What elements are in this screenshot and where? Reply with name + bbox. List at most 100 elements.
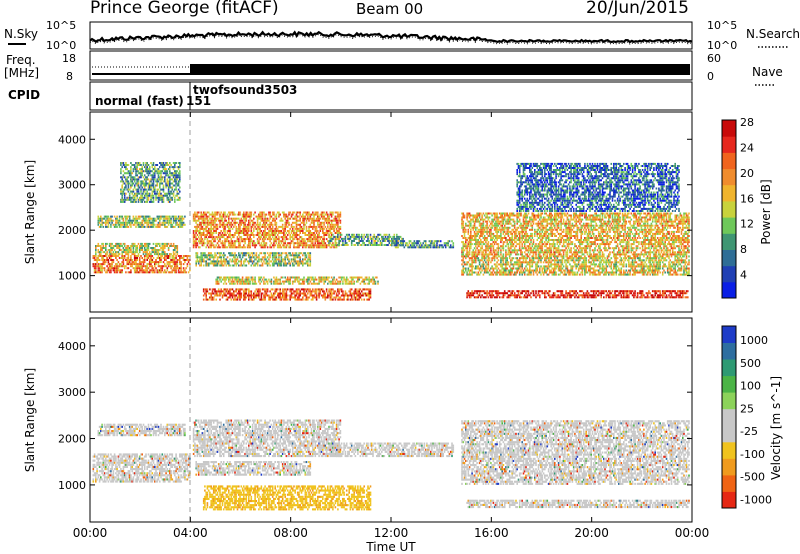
- heatmap-cell: [97, 242, 100, 245]
- heatmap-cell: [236, 232, 239, 234]
- heatmap-cell: [120, 257, 122, 259]
- heatmap-cell: [261, 213, 264, 216]
- heatmap-cell: [388, 233, 391, 236]
- heatmap-cell: [347, 282, 349, 285]
- heatmap-cell: [307, 296, 309, 299]
- heatmap-cell: [269, 264, 271, 267]
- heatmap-cell: [211, 213, 214, 216]
- heatmap-cell: [230, 246, 233, 249]
- heatmap-cell: [271, 262, 274, 265]
- heatmap-cell: [121, 215, 123, 218]
- heatmap-cell: [280, 264, 283, 267]
- heatmap-cell: [179, 164, 181, 166]
- heatmap-cell: [241, 282, 244, 285]
- heatmap-cell: [151, 225, 154, 228]
- heatmap-cell: [160, 172, 162, 175]
- heatmap-cell: [261, 244, 264, 247]
- heatmap-cell: [217, 232, 220, 234]
- heatmap-cell: [161, 182, 164, 185]
- heatmap-cell: [482, 224, 485, 227]
- heatmap-cell: [175, 178, 177, 181]
- heatmap-cell: [299, 232, 301, 234]
- heatmap-cell: [295, 288, 298, 291]
- heatmap-cell: [225, 238, 227, 241]
- heatmap-cell: [160, 170, 162, 173]
- heatmap-cell: [286, 230, 289, 232]
- heatmap-cell: [463, 243, 466, 246]
- heatmap-cell: [175, 215, 177, 218]
- heatmap-cell: [224, 211, 226, 214]
- heatmap-cell: [368, 292, 370, 295]
- heatmap-cell: [308, 278, 310, 281]
- heatmap-cell: [291, 211, 294, 214]
- heatmap-cell: [107, 223, 110, 226]
- heatmap-cell: [248, 219, 250, 222]
- heatmap-cell: [309, 288, 312, 291]
- heatmap-cell: [154, 269, 156, 272]
- heatmap-cell: [377, 244, 379, 246]
- heatmap-cell: [132, 200, 135, 203]
- heatmap-cell: [280, 292, 283, 295]
- heatmap-cell: [325, 246, 328, 249]
- heatmap-cell: [374, 280, 377, 283]
- heatmap-cell: [327, 219, 329, 222]
- cpid-panel-frame: [89, 81, 693, 111]
- heatmap-cell: [270, 294, 273, 297]
- heatmap-cell: [312, 211, 314, 214]
- heatmap-cell: [179, 174, 181, 177]
- heatmap-cell: [290, 232, 293, 234]
- cpid-mode1-code: 151: [186, 94, 211, 108]
- heatmap-cell: [290, 230, 293, 232]
- heatmap-cell: [340, 233, 343, 236]
- heatmap-cell: [101, 263, 103, 266]
- heatmap-cell: [314, 278, 317, 281]
- heatmap-cell: [222, 215, 225, 218]
- heatmap-cell: [397, 242, 399, 245]
- heatmap-cell: [133, 257, 136, 259]
- heatmap-cell: [345, 244, 348, 246]
- heatmap-cell: [269, 215, 271, 218]
- heatmap-cell: [295, 211, 298, 214]
- heatmap-cell: [164, 223, 166, 226]
- heatmap-cell: [141, 223, 143, 226]
- heatmap-cell: [345, 282, 348, 285]
- heatmap-cell: [96, 261, 98, 264]
- heatmap-cell: [263, 288, 265, 291]
- heatmap-cell: [258, 296, 260, 299]
- heatmap-cell: [181, 221, 184, 224]
- cpid-label: CPID: [8, 88, 40, 102]
- heatmap-cell: [302, 240, 304, 243]
- heatmap-cell: [286, 298, 289, 301]
- heatmap-cell: [285, 280, 288, 283]
- heatmap-cell: [448, 246, 451, 249]
- heatmap-cell: [115, 217, 117, 220]
- heatmap-cell: [304, 244, 307, 247]
- heatmap-cell: [236, 258, 239, 261]
- heatmap-cell: [322, 278, 324, 281]
- heatmap-cell: [123, 172, 126, 175]
- heatmap-cell: [235, 276, 238, 279]
- heatmap-cell: [169, 263, 171, 266]
- heatmap-cell: [127, 247, 130, 249]
- heatmap-cell: [289, 254, 291, 257]
- heatmap-cell: [309, 246, 312, 249]
- heatmap-cell: [462, 251, 465, 254]
- heatmap-cell: [349, 235, 352, 238]
- heatmap-cell: [194, 244, 196, 247]
- heatmap-cell: [140, 255, 142, 257]
- heatmap-cell: [343, 298, 345, 301]
- heatmap-cell: [147, 172, 150, 175]
- heatmap-cell: [320, 215, 323, 218]
- heatmap-cell: [156, 245, 159, 247]
- heatmap-cell: [161, 242, 164, 245]
- heatmap-cell: [339, 215, 342, 218]
- heatmap-cell: [335, 215, 338, 218]
- heatmap-cell: [199, 256, 201, 259]
- heatmap-cell: [364, 278, 367, 281]
- heatmap-cell: [268, 254, 270, 257]
- heatmap-cell: [236, 221, 239, 224]
- heatmap-cell: [110, 242, 112, 245]
- heatmap-cell: [136, 221, 138, 224]
- heatmap-cell: [264, 242, 266, 245]
- heatmap-cell: [239, 264, 241, 267]
